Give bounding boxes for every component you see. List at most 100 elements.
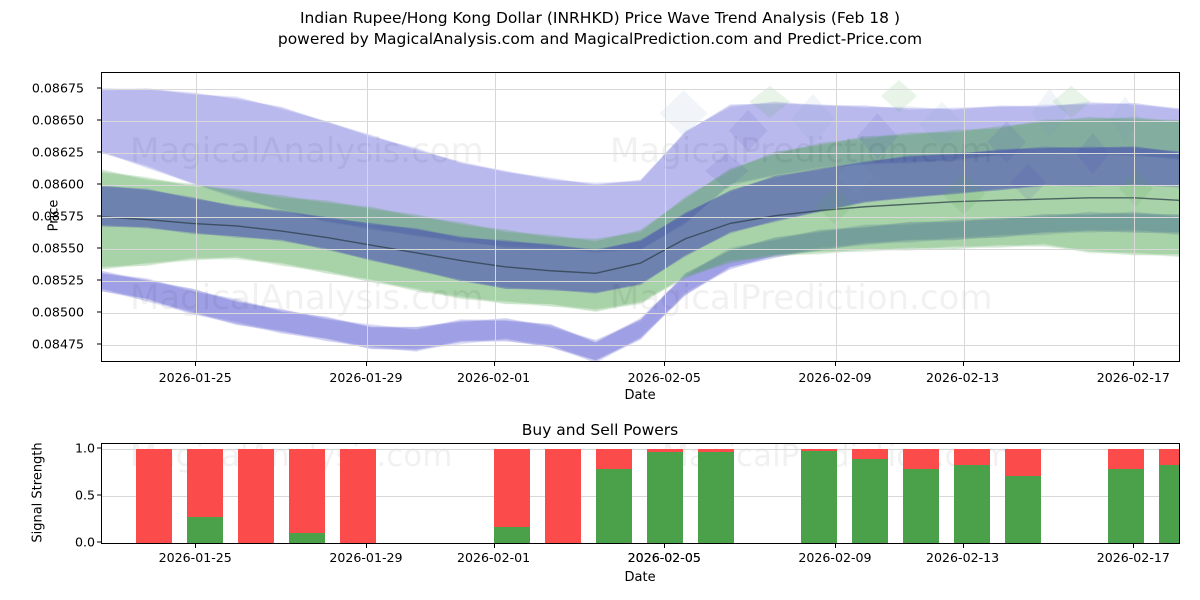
wave-band-green bbox=[102, 116, 1179, 313]
price-x-tick-label: 2026-02-01 bbox=[456, 370, 531, 385]
price-x-tick-label: 2026-01-25 bbox=[158, 370, 232, 385]
gridline-vertical bbox=[366, 73, 368, 361]
powers-x-tick-label: 2026-01-25 bbox=[158, 550, 232, 565]
powers-x-tick-mark bbox=[493, 544, 495, 548]
price-wave-bands bbox=[102, 79, 1179, 361]
sell-power-bar[interactable] bbox=[851, 448, 888, 460]
powers-x-tick-mark bbox=[1133, 544, 1135, 548]
price-y-tick-mark bbox=[97, 279, 101, 281]
buy-power-bar[interactable] bbox=[800, 450, 837, 543]
sell-power-bar[interactable] bbox=[903, 448, 940, 469]
price-y-tick-mark bbox=[97, 343, 101, 345]
powers-x-tick-label: 2026-02-13 bbox=[925, 550, 1000, 565]
gridline-horizontal bbox=[102, 185, 1179, 186]
buy-power-bar[interactable] bbox=[903, 468, 940, 543]
powers-chart-title: Buy and Sell Powers bbox=[521, 421, 679, 439]
price-y-tick-label: 0.08550 bbox=[31, 240, 84, 256]
wave-band-green bbox=[102, 117, 1179, 312]
gridline-vertical bbox=[494, 73, 496, 361]
gridline-horizontal bbox=[102, 217, 1179, 218]
gridline-horizontal bbox=[102, 495, 1179, 497]
wave-band-blue-core bbox=[102, 146, 1179, 293]
sell-power-bar[interactable] bbox=[493, 448, 530, 527]
price-y-tick-mark bbox=[97, 215, 101, 217]
gridline-horizontal bbox=[102, 313, 1179, 314]
wave-facet bbox=[659, 90, 708, 137]
price-x-tick-label: 2026-02-13 bbox=[925, 370, 1000, 385]
wave-facet bbox=[791, 93, 835, 145]
buy-power-bar[interactable] bbox=[1158, 464, 1179, 543]
sell-power-bar[interactable] bbox=[800, 448, 837, 451]
powers-x-tick-label: 2026-02-17 bbox=[1096, 550, 1170, 565]
buy-power-bar[interactable] bbox=[596, 469, 633, 543]
buy-power-bar[interactable] bbox=[851, 459, 888, 543]
sell-power-bar[interactable] bbox=[289, 448, 326, 533]
price-trend-line bbox=[102, 197, 1179, 275]
buy-power-bar[interactable] bbox=[1107, 469, 1144, 543]
powers-y-tick-mark bbox=[97, 447, 101, 449]
buy-power-bar[interactable] bbox=[647, 452, 684, 543]
powers-x-tick-mark bbox=[195, 544, 197, 548]
price-y-axis-title: Price bbox=[46, 199, 62, 232]
sell-power-bar[interactable] bbox=[544, 448, 581, 543]
sell-power-bar[interactable] bbox=[596, 448, 633, 470]
wave-facet bbox=[857, 113, 898, 160]
sell-power-bar[interactable] bbox=[698, 448, 735, 452]
gridline-horizontal bbox=[102, 249, 1179, 250]
wave-facet bbox=[705, 152, 749, 190]
sell-power-bar[interactable] bbox=[1158, 448, 1179, 465]
wave-band-blue-core bbox=[102, 146, 1179, 292]
price-x-tick-mark bbox=[493, 362, 495, 366]
wave-facet-green bbox=[815, 187, 854, 224]
gridline-horizontal bbox=[102, 448, 1179, 450]
price-wave-chart-plot: MagicalAnalysis.com MagicalPrediction.com… bbox=[101, 72, 1180, 362]
powers-y-tick-label: 1.0 bbox=[74, 440, 95, 456]
price-y-tick-mark bbox=[97, 247, 101, 249]
price-y-tick-mark bbox=[97, 87, 101, 89]
powers-y-tick-label: 0.0 bbox=[74, 534, 95, 550]
price-x-tick-mark bbox=[1133, 362, 1135, 366]
powers-x-axis-title: Date bbox=[624, 570, 656, 585]
price-y-tick-mark bbox=[97, 119, 101, 121]
sell-power-bar[interactable] bbox=[647, 448, 684, 453]
wave-facet-green bbox=[1052, 85, 1091, 118]
gridline-horizontal bbox=[102, 89, 1179, 90]
sell-power-bar[interactable] bbox=[340, 448, 377, 543]
gridline-horizontal bbox=[102, 281, 1179, 282]
sell-power-bar[interactable] bbox=[186, 448, 223, 517]
gridline-vertical bbox=[1134, 73, 1136, 361]
buy-power-bar[interactable] bbox=[186, 516, 223, 543]
sell-power-bar[interactable] bbox=[954, 448, 991, 465]
price-x-axis-title: Date bbox=[624, 388, 656, 403]
gridline-horizontal bbox=[102, 345, 1179, 346]
sell-power-bar[interactable] bbox=[238, 448, 274, 543]
wave-facet bbox=[919, 101, 965, 148]
powers-y-tick-mark bbox=[97, 494, 101, 496]
buy-power-bar[interactable] bbox=[698, 451, 735, 543]
wave-facet bbox=[729, 109, 768, 152]
sell-power-bar[interactable] bbox=[135, 448, 172, 543]
sell-power-bar[interactable] bbox=[1107, 448, 1144, 470]
price-y-tick-label: 0.08475 bbox=[31, 336, 84, 352]
buy-power-bar[interactable] bbox=[493, 526, 530, 543]
gridline-vertical bbox=[196, 73, 198, 361]
sell-power-bar[interactable] bbox=[1005, 448, 1042, 477]
wave-band-violet-tail bbox=[102, 211, 1179, 361]
buy-power-bar[interactable] bbox=[289, 532, 326, 543]
buy-power-bar[interactable] bbox=[954, 464, 991, 543]
buy-power-bar[interactable] bbox=[1005, 476, 1042, 543]
wave-facet-green bbox=[880, 79, 917, 113]
price-y-tick-label: 0.08650 bbox=[31, 112, 84, 128]
price-x-tick-mark bbox=[834, 362, 836, 366]
powers-x-tick-label: 2026-01-29 bbox=[329, 550, 403, 565]
powers-y-tick-mark bbox=[97, 541, 101, 543]
gridline-horizontal bbox=[102, 121, 1179, 122]
price-x-tick-mark bbox=[664, 362, 666, 366]
wave-band-blue-outer bbox=[102, 87, 1179, 254]
price-x-tick-mark bbox=[962, 362, 964, 366]
powers-x-tick-label: 2026-02-09 bbox=[798, 550, 872, 565]
powers-x-tick-mark bbox=[664, 544, 666, 548]
price-y-tick-label: 0.08525 bbox=[31, 272, 84, 288]
